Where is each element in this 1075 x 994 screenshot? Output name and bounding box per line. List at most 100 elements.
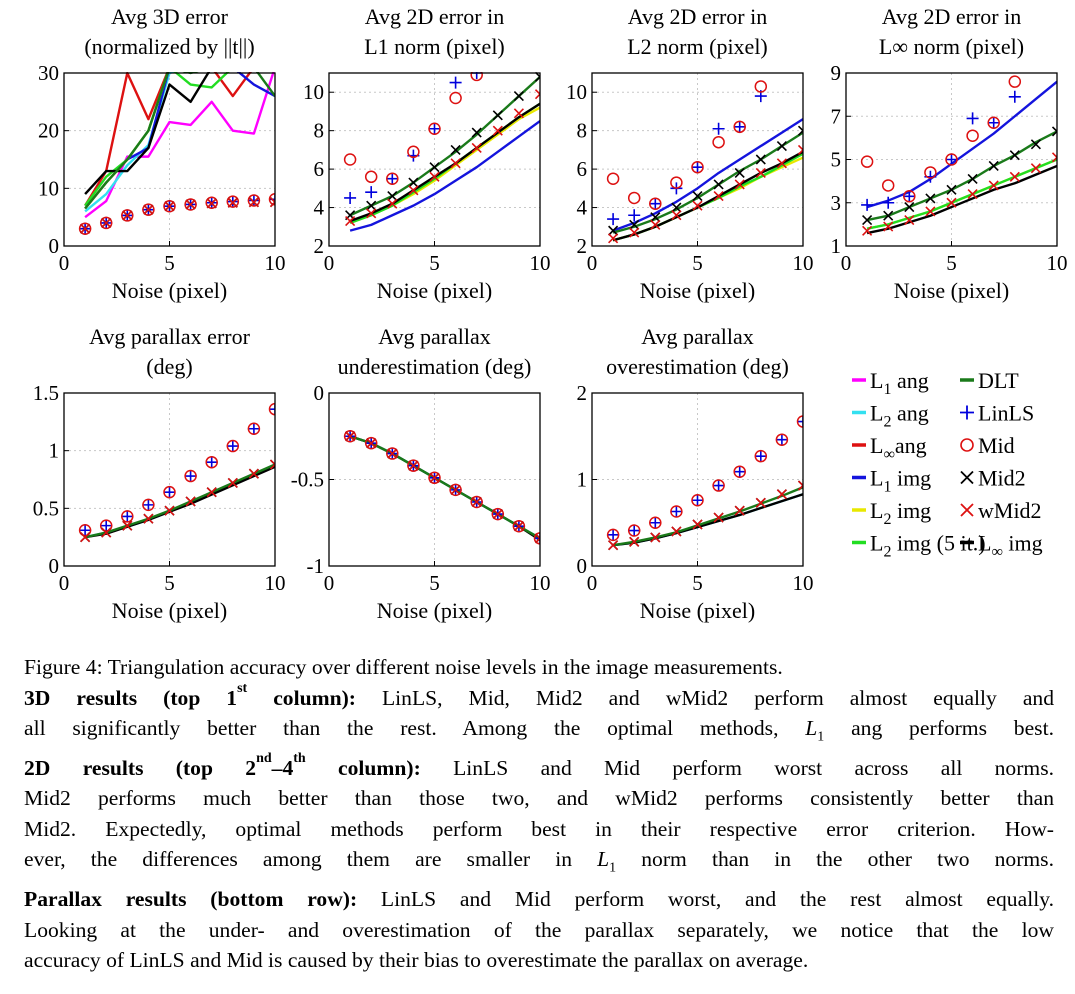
- y-tick-label: 0: [314, 381, 325, 405]
- series-line-l2ang: [84, 72, 178, 213]
- marker-wmid2: [967, 189, 978, 200]
- chart-title-line: overestimation (deg): [606, 354, 789, 379]
- marker-wmid2: [269, 197, 275, 208]
- chart-title-line: Avg 2D error in: [628, 4, 768, 29]
- legend-swatch: [960, 503, 974, 517]
- marker-wmid2: [883, 221, 894, 232]
- marker-mid: [966, 129, 979, 142]
- marker-mid2: [862, 214, 873, 226]
- y-tick-label: 10: [303, 80, 324, 104]
- marker-wmid2: [143, 513, 154, 524]
- legend-label: L∞ang: [870, 433, 927, 463]
- marker-linls: [945, 153, 958, 166]
- marker-mid: [924, 166, 937, 179]
- marker-mid2: [429, 162, 440, 173]
- marker-mid: [78, 222, 92, 235]
- y-tick-label: 10: [38, 176, 59, 200]
- marker-mid: [754, 449, 768, 463]
- series-line-linfimg: [349, 435, 540, 542]
- marker-wmid2: [534, 533, 540, 544]
- marker-linls: [712, 122, 725, 135]
- marker-wmid2: [429, 171, 440, 182]
- marker-mid: [987, 116, 1000, 129]
- legend-item-l1img: L1 img: [852, 466, 931, 496]
- marker-mid: [205, 196, 218, 209]
- marker-mid: [142, 203, 155, 216]
- marker-mid: [163, 199, 176, 213]
- marker-mid: [606, 528, 620, 542]
- marker-mid: [184, 198, 197, 211]
- marker-linls: [691, 494, 704, 507]
- marker-wmid2: [925, 206, 936, 217]
- chart-p1: 0 5 10 0 10 20 30 Noise (pixel) Avg 3D error (nor…: [38, 4, 286, 303]
- marker-wmid2: [988, 180, 999, 191]
- marker-wmid2: [80, 223, 91, 234]
- marker-mid: [670, 176, 683, 189]
- marker-mid: [733, 465, 746, 478]
- y-tick-label: 10: [566, 80, 587, 104]
- marker-mid: [491, 507, 505, 521]
- series-line-linfang: [84, 72, 252, 207]
- legend-item-linls: LinLS: [960, 401, 1034, 426]
- legend-item-linfimg: L∞ img: [960, 531, 1043, 561]
- caption-line: 3D results (top 1st column): LinLS, Mid,…: [24, 681, 1054, 714]
- marker-mid: [226, 439, 240, 453]
- marker-wmid2: [692, 519, 703, 530]
- marker-wmid2: [492, 125, 503, 136]
- legend-item-wmid2: wMid2: [960, 498, 1042, 523]
- plot-area: [606, 80, 803, 244]
- marker-mid: [691, 160, 704, 174]
- marker-linls: [628, 524, 641, 537]
- y-tick-label: 4: [314, 196, 325, 220]
- marker-linls: [226, 440, 239, 453]
- series-line-dlt: [612, 486, 803, 547]
- y-tick-label: -1: [307, 554, 325, 578]
- chart-title-line: (normalized by ||t||): [84, 34, 254, 59]
- marker-mid: [945, 153, 958, 166]
- series-line-l2img: [349, 106, 540, 225]
- x-axis-label: Noise (pixel): [112, 278, 227, 303]
- marker-mid: [860, 155, 874, 168]
- legend-label: Mid2: [978, 466, 1026, 491]
- marker-linls: [649, 197, 662, 210]
- caption-lead: Figure 4: Triangulation accuracy over di…: [24, 655, 783, 679]
- marker-wmid2: [650, 219, 661, 230]
- marker-mid2: [692, 190, 703, 202]
- legend-item-l2ang: L2 ang: [852, 401, 929, 431]
- marker-wmid2: [755, 167, 766, 179]
- legend-item-mid2: Mid2: [960, 466, 1026, 491]
- marker-mid2: [883, 210, 894, 221]
- legend-label: L2 img (5 it.): [870, 531, 986, 561]
- marker-mid2: [450, 144, 461, 155]
- chart-title-line: Avg parallax: [378, 324, 491, 349]
- marker-wmid2: [366, 208, 377, 219]
- marker-wmid2: [185, 199, 196, 210]
- y-tick-label: 6: [577, 157, 588, 181]
- chart-title-line: L2 norm (pixel): [627, 34, 768, 59]
- legend-swatch: [960, 405, 974, 420]
- marker-linls: [205, 456, 218, 469]
- series-line-dlt: [349, 75, 540, 217]
- y-tick-label: 1: [577, 468, 588, 492]
- marker-mid2: [925, 193, 936, 204]
- x-tick-label: 5: [164, 571, 175, 595]
- marker-mid2: [492, 110, 503, 121]
- x-tick-label: 0: [841, 251, 852, 275]
- series-line-l2img5: [84, 72, 230, 207]
- caption-line: Mid2. Expectedly, optimal methods perfor…: [24, 816, 1054, 841]
- marker-wmid2: [1030, 163, 1041, 174]
- x-tick-label: 10: [793, 251, 814, 275]
- plot-area: [343, 72, 540, 232]
- y-tick-label: 1: [831, 234, 842, 258]
- series-line-l2img5: [866, 158, 1057, 230]
- marker-wmid2: [345, 215, 356, 227]
- marker-wmid2: [248, 197, 259, 208]
- series-line-dlt: [349, 435, 540, 540]
- marker-wmid2: [1009, 171, 1020, 182]
- marker-mid2: [629, 219, 640, 230]
- x-axis-label: Noise (pixel): [894, 278, 1009, 303]
- x-tick-label: 5: [429, 571, 440, 595]
- marker-linls: [712, 479, 725, 492]
- y-tick-label: 0: [49, 554, 60, 578]
- legend-swatch: [960, 438, 974, 452]
